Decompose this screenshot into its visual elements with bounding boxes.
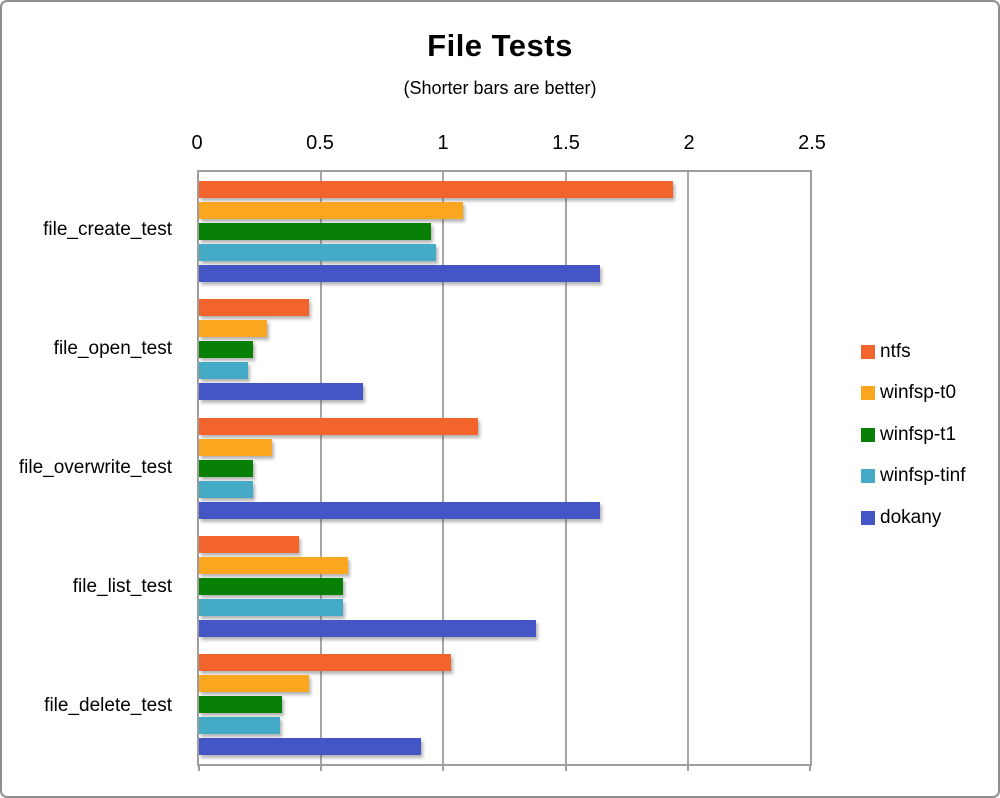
legend-swatch xyxy=(861,344,875,359)
bar-winfsp-t1 xyxy=(199,222,432,240)
legend-label: winfsp-tinf xyxy=(880,465,966,487)
chart-title: File Tests xyxy=(427,28,573,63)
bar-dokany xyxy=(199,383,363,401)
bar-dokany xyxy=(199,501,600,519)
legend: ntfs winfsp-t0 winfsp-t1 winfsp-tinf dokany xyxy=(861,331,966,539)
bar-group xyxy=(199,646,810,764)
bar-group xyxy=(199,172,810,290)
chart-subtitle: (Shorter bars are better) xyxy=(403,78,597,98)
bar-winfsp-tinf xyxy=(199,480,253,498)
bar-ntfs xyxy=(199,299,309,317)
legend-item-winfsp-tinf: winfsp-tinf xyxy=(861,456,966,498)
x-tick-label: 0 xyxy=(191,132,203,154)
bar-winfsp-t1 xyxy=(199,696,283,714)
gridline xyxy=(686,172,689,764)
x-tick-label: 1.5 xyxy=(552,132,580,154)
x-tick xyxy=(198,764,200,771)
bar-ntfs xyxy=(199,417,478,435)
bar-winfsp-t0 xyxy=(199,556,349,574)
category-label: file_overwrite_test xyxy=(18,457,172,478)
category-label: file_open_test xyxy=(53,337,172,359)
legend-label: ntfs xyxy=(880,340,911,362)
category-axis-labels: file_create_test file_open_test file_overw… xyxy=(0,170,184,766)
bar-group xyxy=(199,290,810,408)
legend-item-winfsp-t0: winfsp-t0 xyxy=(861,373,966,415)
legend-item-dokany: dokany xyxy=(861,497,966,539)
legend-swatch xyxy=(861,386,875,401)
x-tick-label: 0.5 xyxy=(306,132,334,154)
bar-dokany xyxy=(199,619,537,637)
bar-ntfs xyxy=(199,180,674,198)
x-tick xyxy=(320,764,323,771)
bar-winfsp-t0 xyxy=(199,438,273,456)
legend-label: dokany xyxy=(880,506,942,528)
bar-dokany xyxy=(199,738,422,756)
gridline xyxy=(320,172,323,764)
gridline xyxy=(442,172,445,764)
gridline xyxy=(564,172,567,764)
category-label: file_create_test xyxy=(43,218,172,240)
bar-winfsp-tinf xyxy=(199,598,344,616)
bar-winfsp-tinf xyxy=(199,362,248,380)
legend-item-winfsp-t1: winfsp-t1 xyxy=(861,414,966,456)
legend-item-ntfs: ntfs xyxy=(861,331,966,373)
x-tick xyxy=(809,764,811,771)
bar-winfsp-t0 xyxy=(199,320,268,338)
bar-winfsp-t0 xyxy=(199,675,309,693)
legend-swatch xyxy=(861,510,875,525)
bar-group xyxy=(199,527,810,645)
bar-group xyxy=(199,409,810,527)
x-tick-label: 1 xyxy=(437,132,449,154)
x-tick-label: 2.5 xyxy=(798,132,826,154)
legend-swatch xyxy=(861,427,875,442)
bar-ntfs xyxy=(199,535,300,553)
legend-label: winfsp-t1 xyxy=(880,423,957,445)
category-label: file_delete_test xyxy=(44,695,172,717)
legend-label: winfsp-t0 xyxy=(880,382,957,404)
bar-winfsp-t1 xyxy=(199,341,253,359)
x-tick xyxy=(564,764,567,771)
bar-winfsp-t0 xyxy=(199,201,463,219)
legend-swatch xyxy=(861,469,875,484)
bar-winfsp-tinf xyxy=(199,717,280,735)
bar-winfsp-t1 xyxy=(199,459,253,477)
plot-area xyxy=(197,170,812,771)
x-tick xyxy=(442,764,445,771)
bar-winfsp-tinf xyxy=(199,243,437,261)
bar-winfsp-t1 xyxy=(199,577,344,595)
x-tick-label: 2 xyxy=(683,132,695,154)
category-label: file_list_test xyxy=(72,576,172,598)
bar-groups xyxy=(199,172,810,764)
bar-dokany xyxy=(199,264,600,282)
x-tick xyxy=(686,764,689,771)
bar-ntfs xyxy=(199,654,451,672)
x-axis-tick-labels: 0 0.5 1 1.5 2 2.5 xyxy=(191,132,825,158)
